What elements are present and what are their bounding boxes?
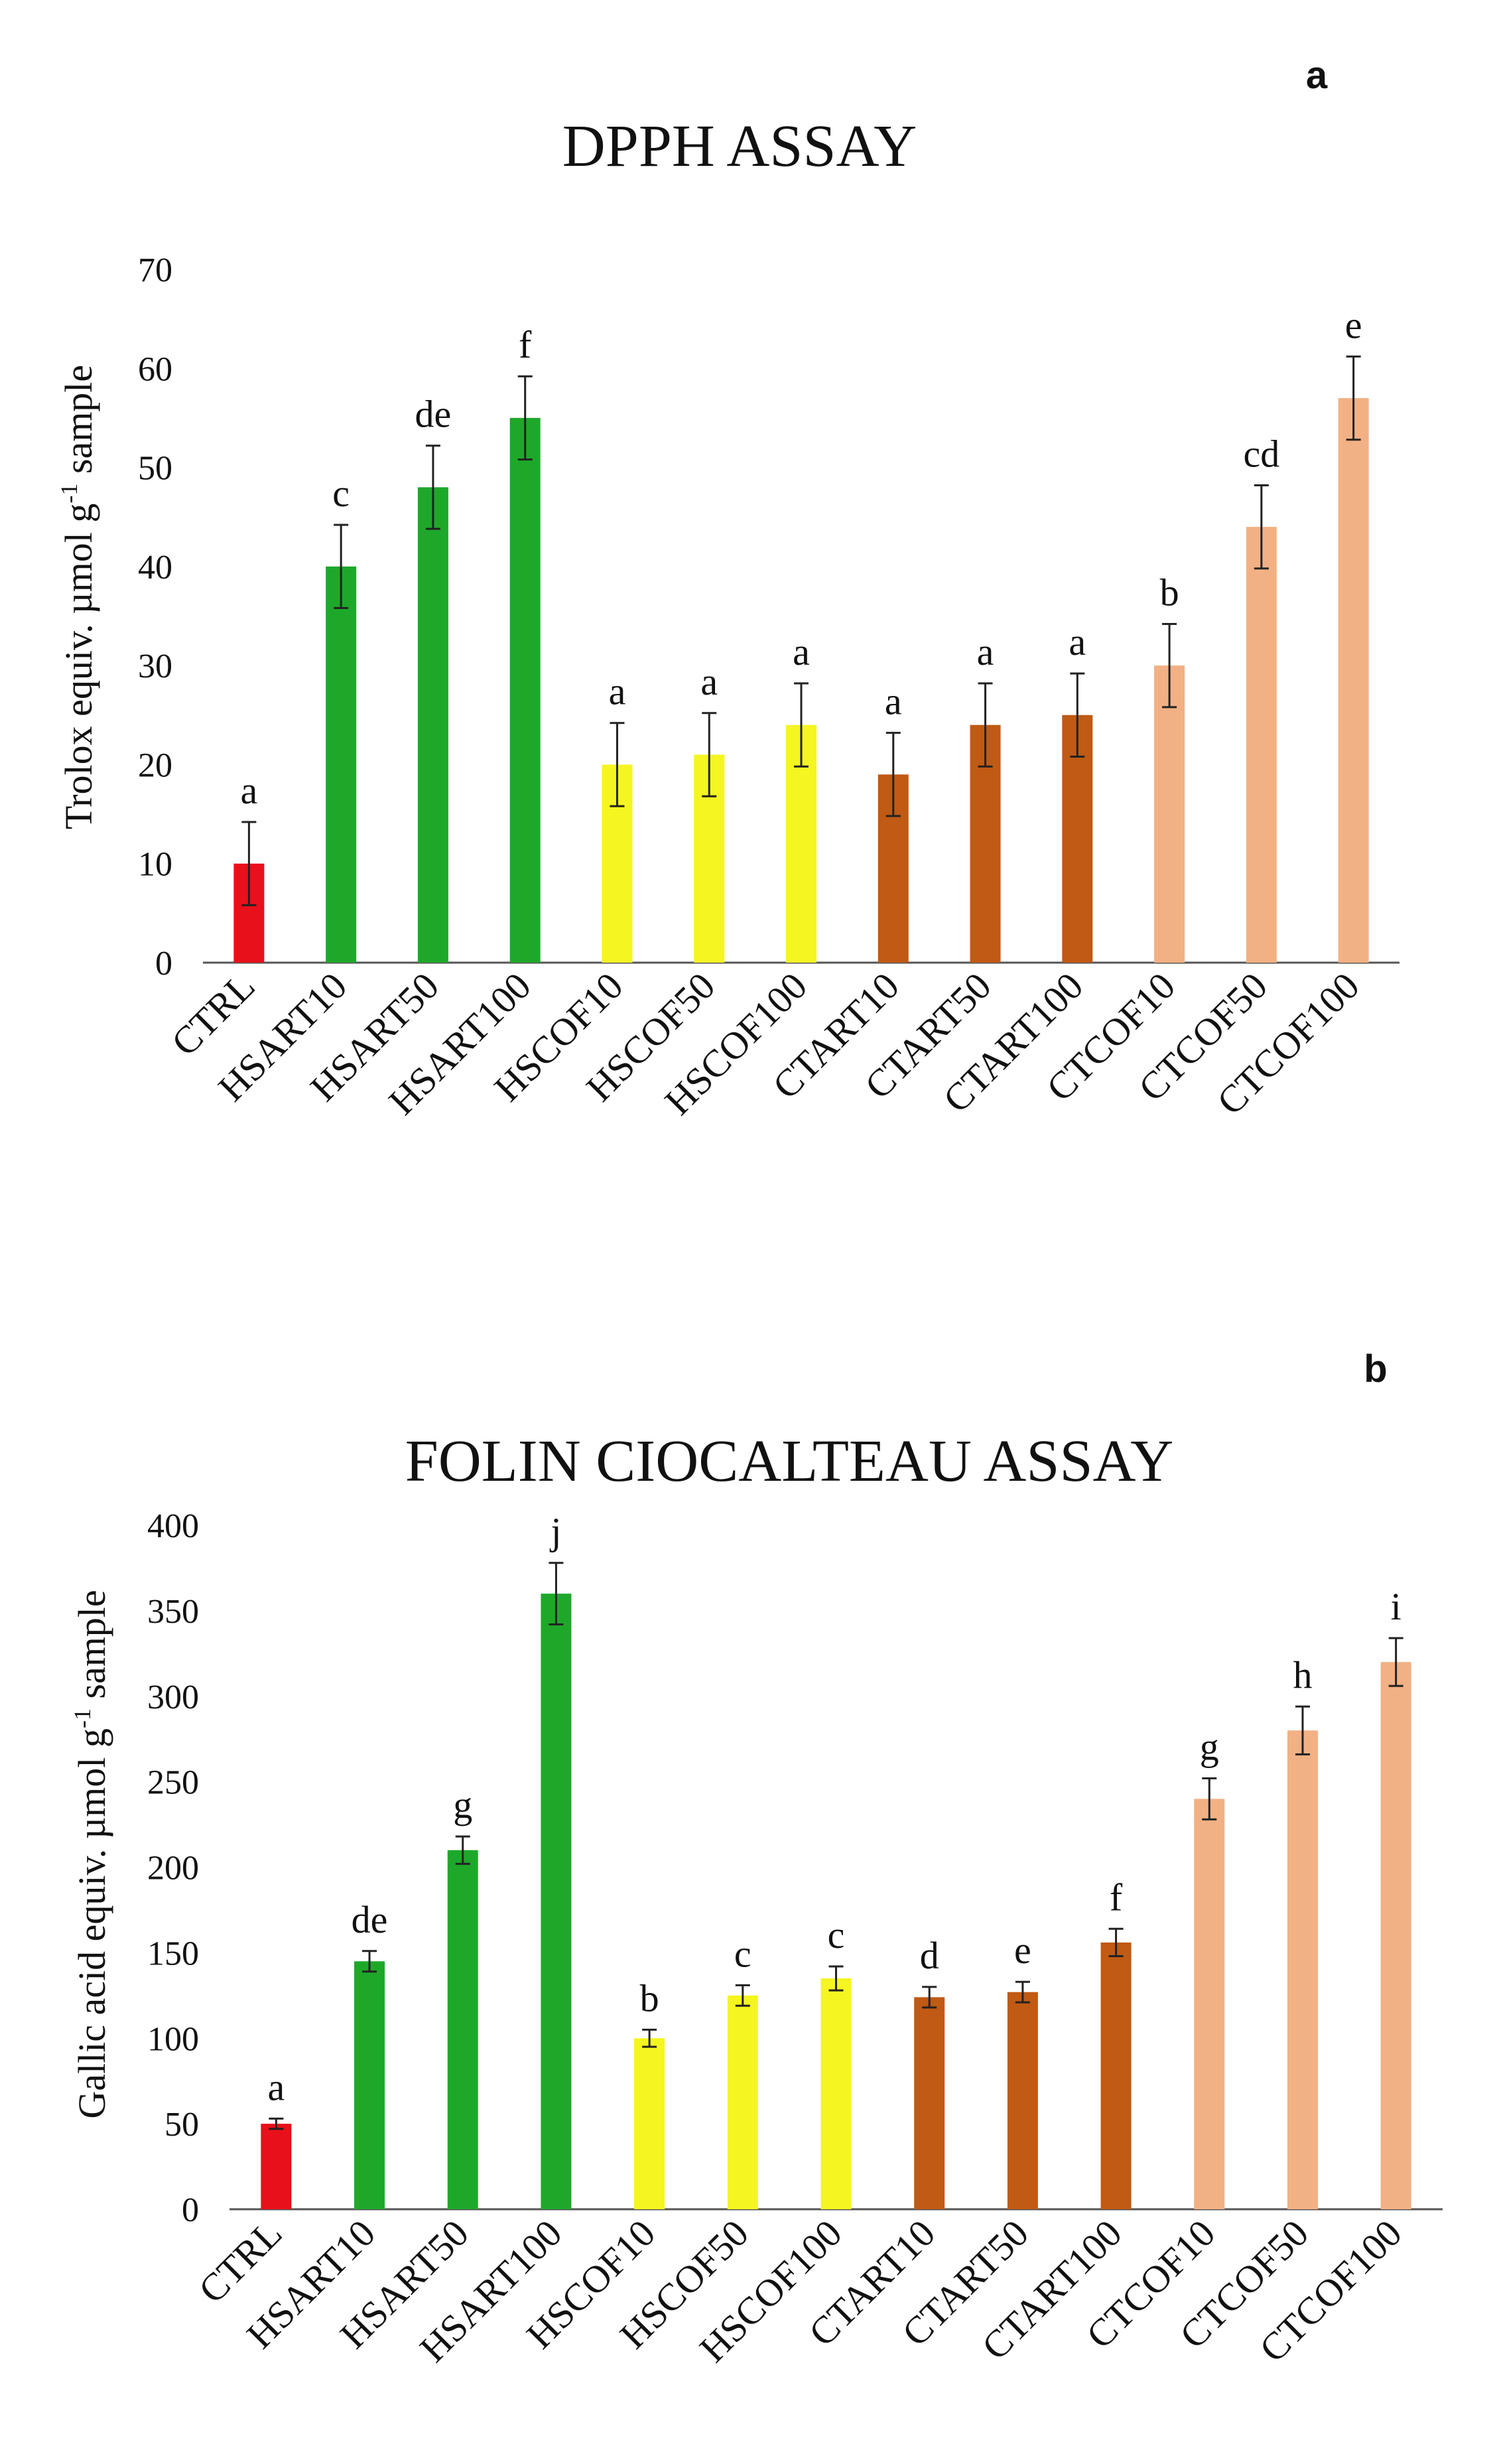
significance-letter-ctart50-b: e	[1014, 1929, 1031, 1972]
significance-letter-hscof100-a: a	[793, 630, 810, 673]
bar-ctcof100-a	[1338, 398, 1369, 963]
significance-letter-ctart50-a: a	[977, 630, 994, 673]
bar-hscof10-b	[634, 2038, 665, 2209]
y-tick-label-b: 150	[147, 1935, 199, 1972]
bar-ctcof10-b	[1194, 1799, 1225, 2209]
significance-letter-hsart50-a: de	[415, 393, 452, 436]
bar-hscof100-b	[820, 1978, 852, 2209]
y-tick-label-b: 400	[147, 1507, 199, 1545]
bar-hsart10-b	[354, 1961, 385, 2209]
significance-letter-ctcof50-b: h	[1293, 1653, 1312, 1696]
y-tick-label-b: 50	[164, 2106, 199, 2144]
y-tick-label-b: 100	[147, 2020, 199, 2058]
y-axis-label-a: Trolox equiv. µmol g-1 sample	[56, 365, 100, 829]
y-tick-label-a: 40	[138, 549, 172, 586]
bar-hsart50-a	[417, 487, 448, 963]
bar-ctcof50-a	[1246, 527, 1277, 963]
significance-letter-hsart50-b: g	[453, 1783, 472, 1826]
significance-letter-ctart10-b: d	[920, 1934, 939, 1977]
significance-letter-hsart100-b: j	[549, 1510, 561, 1553]
significance-letter-ctcof100-a: e	[1345, 303, 1362, 346]
significance-letter-ctrl-a: a	[241, 769, 258, 812]
y-tick-label-b: 250	[147, 1764, 199, 1802]
significance-letter-hscof50-a: a	[700, 660, 718, 703]
y-tick-label-a: 60	[138, 350, 172, 388]
y-tick-label-a: 20	[138, 746, 172, 784]
significance-letter-ctcof10-b: g	[1200, 1725, 1219, 1768]
significance-letter-hsart10-b: de	[352, 1898, 388, 1941]
bar-hsart50-b	[447, 1850, 478, 2209]
significance-letter-hscof50-b: c	[734, 1932, 751, 1975]
bar-ctart50-b	[1007, 1992, 1038, 2209]
plot-area-a: 010203040506070aCTRLcHSART10deHSART50fHS…	[138, 251, 1400, 1123]
panel-letter-a: a	[1306, 54, 1328, 97]
significance-letter-ctcof10-a: b	[1160, 571, 1179, 614]
chart-title-a: DPPH ASSAY	[562, 113, 917, 179]
y-tick-label-b: 0	[182, 2191, 199, 2229]
significance-letter-ctrl-b: a	[267, 2065, 285, 2108]
bar-hsart100-b	[541, 1594, 572, 2209]
bar-hsart100-a	[509, 417, 541, 963]
bar-ctrl-b	[261, 2124, 292, 2209]
bar-ctcof100-b	[1380, 1662, 1411, 2209]
chart-panel-b: b FOLIN CIOCALTEAU ASSAY Gallic acid equ…	[69, 1347, 1443, 2370]
plot-area-b: 050100150200250300350400aCTRLdeHSART10gH…	[147, 1507, 1443, 2370]
bar-hscof50-b	[727, 1995, 758, 2209]
y-tick-label-a: 10	[138, 846, 172, 884]
bar-hsart10-a	[326, 566, 357, 963]
bar-ctcof10-a	[1154, 665, 1185, 963]
y-axis-label-b: Gallic acid equiv. µmol g-1 sample	[69, 1590, 113, 2118]
significance-letter-ctart100-b: f	[1110, 1876, 1123, 1919]
significance-letter-ctcof50-a: cd	[1243, 432, 1279, 475]
y-tick-label-b: 300	[147, 1678, 199, 1716]
y-tick-label-b: 200	[147, 1850, 199, 1887]
significance-letter-hscof100-b: c	[828, 1913, 845, 1956]
bar-ctart10-b	[914, 1997, 945, 2209]
panel-letter-b: b	[1364, 1347, 1387, 1391]
significance-letter-ctart100-a: a	[1069, 620, 1086, 663]
bar-ctart100-b	[1100, 1942, 1132, 2209]
y-tick-label-a: 30	[138, 648, 172, 685]
y-tick-label-a: 70	[138, 251, 172, 289]
chart-title-b: FOLIN CIOCALTEAU ASSAY	[405, 1428, 1174, 1494]
significance-letter-ctart10-a: a	[885, 680, 902, 723]
chart-panel-a: a DPPH ASSAY Trolox equiv. µmol g-1 samp…	[56, 54, 1400, 1123]
bar-ctcof50-b	[1287, 1730, 1318, 2209]
significance-letter-hscof10-b: b	[640, 1976, 659, 2019]
y-tick-label-a: 0	[155, 945, 172, 983]
significance-letter-ctcof100-b: i	[1391, 1585, 1401, 1628]
significance-letter-hscof10-a: a	[609, 670, 626, 713]
significance-letter-hsart100-a: f	[519, 323, 532, 366]
y-tick-label-b: 350	[147, 1593, 199, 1631]
significance-letter-hsart10-a: c	[332, 472, 350, 515]
y-tick-label-a: 50	[138, 450, 172, 488]
